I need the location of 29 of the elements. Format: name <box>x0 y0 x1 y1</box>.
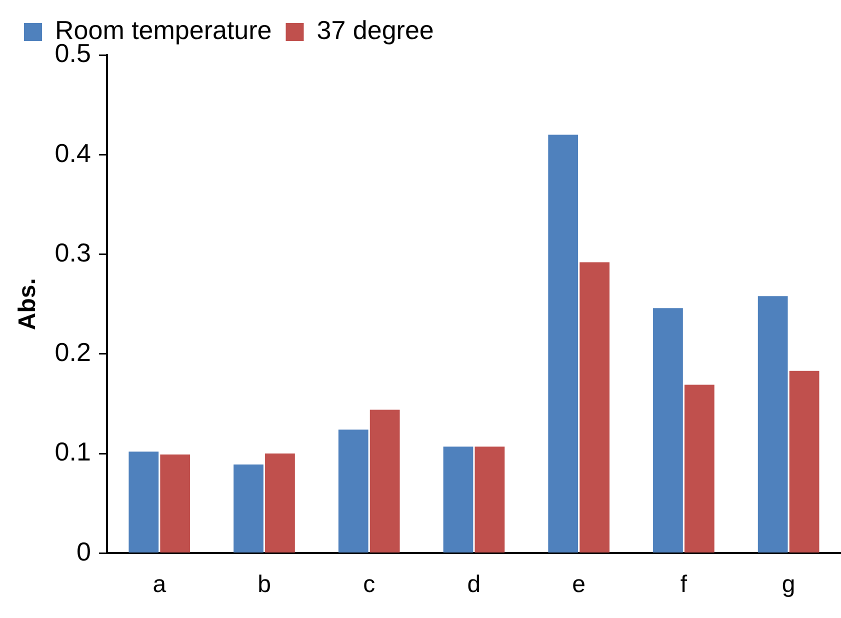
y-tick-label: 0.4 <box>54 138 91 168</box>
x-tick-label: b <box>258 571 271 598</box>
legend-label: 37 degree <box>316 15 434 46</box>
y-tick-label: 0.5 <box>54 38 91 68</box>
bar <box>443 446 474 552</box>
x-tick-label: e <box>572 571 586 598</box>
bar <box>128 452 159 552</box>
bar <box>580 262 610 552</box>
x-tick-label: f <box>680 571 688 598</box>
x-tick-label: a <box>152 571 167 598</box>
y-tick-label: 0.3 <box>54 237 91 268</box>
y-tick-label: 0.1 <box>54 436 91 467</box>
y-tick-label: 0 <box>76 536 91 566</box>
x-tick-label: g <box>782 571 796 598</box>
bar <box>684 384 714 552</box>
bar <box>338 430 368 552</box>
bar <box>370 410 400 552</box>
bar <box>160 454 190 552</box>
bar <box>758 296 788 552</box>
x-tick-label: d <box>467 571 481 598</box>
bar <box>265 454 295 552</box>
y-axis-title: Abs. <box>14 278 42 330</box>
bar <box>653 308 683 552</box>
bar <box>474 446 505 552</box>
bar <box>548 134 578 552</box>
x-tick-label: c <box>363 571 376 598</box>
bar <box>789 370 820 552</box>
bar <box>234 464 264 552</box>
y-tick-label: 0.2 <box>54 337 91 368</box>
